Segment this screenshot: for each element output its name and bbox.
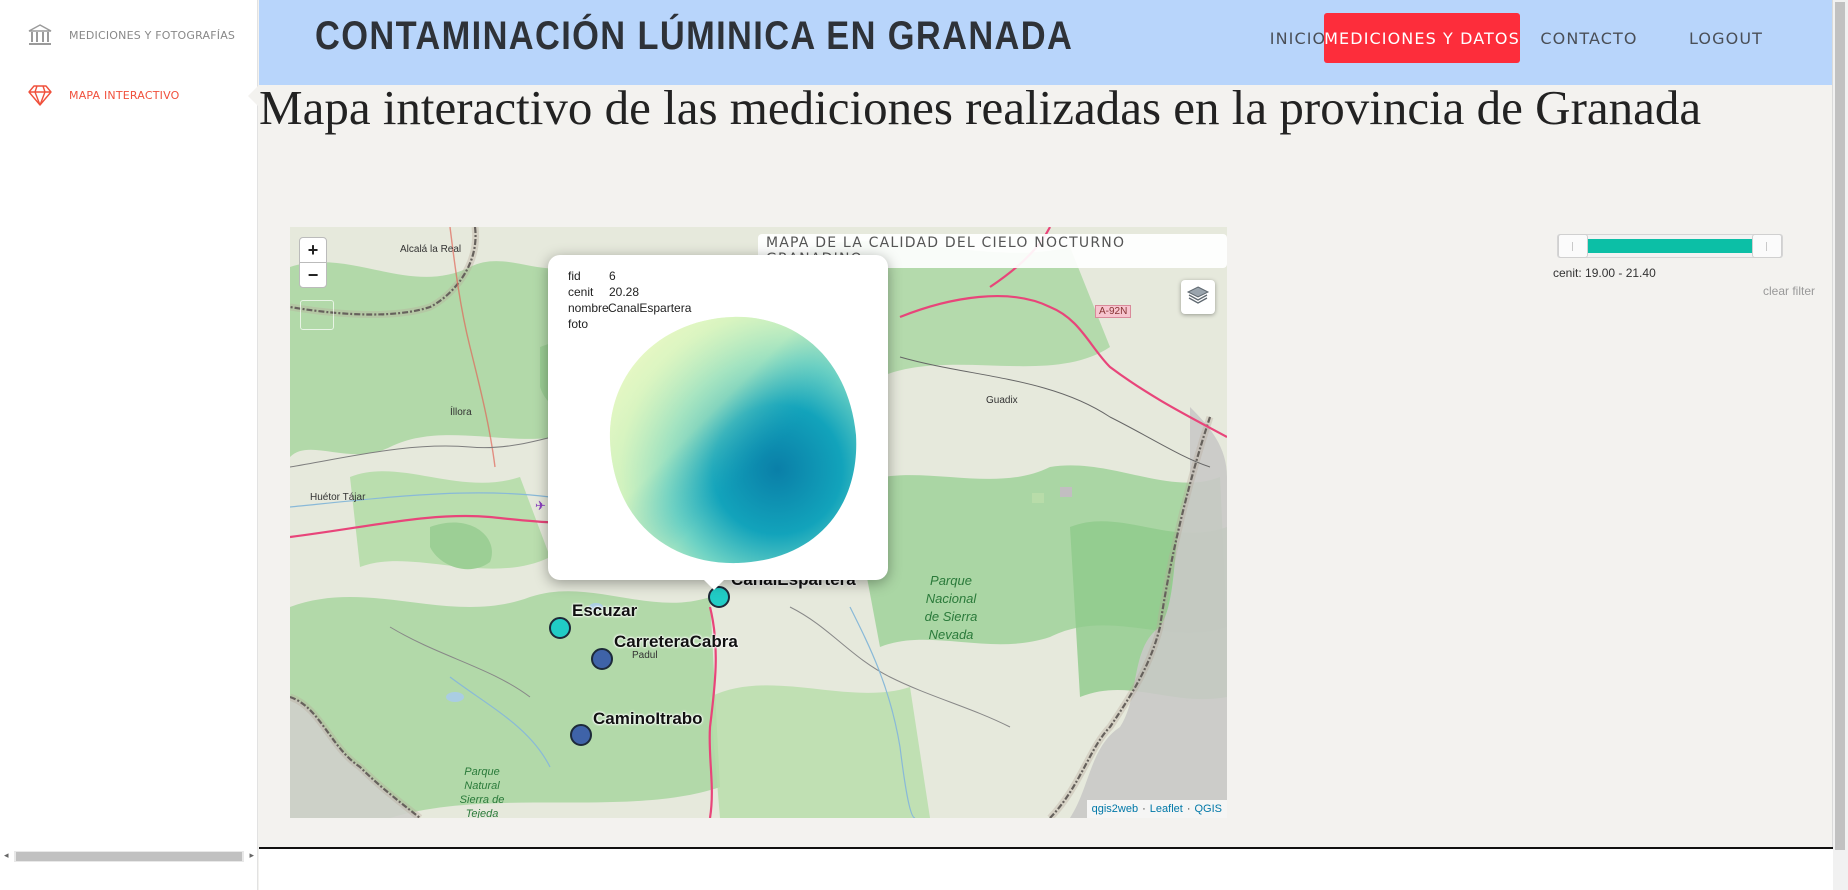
slider-handle-min[interactable] [1558, 234, 1588, 258]
place-label-alcala: Alcalá la Real [400, 244, 462, 255]
site-title: CONTAMINACIÓN LÚMINICA EN GRANADA [315, 14, 1074, 58]
map-title: MAPA DE LA CALIDAD DEL CIELO NOCTURNO GR… [758, 234, 1227, 268]
zoom-in-button[interactable]: + [299, 237, 327, 263]
nav-inicio[interactable]: INICIO [1269, 28, 1327, 48]
park-label-sierra-nevada: Parque Nacional de Sierra Nevada [916, 572, 986, 644]
nav-logout[interactable]: LOGOUT [1688, 28, 1763, 48]
popup-value: 6 [609, 269, 616, 283]
site-header: CONTAMINACIÓN LÚMINICA EN GRANADA INICIO… [259, 0, 1833, 85]
park-label-line: de Sierra [924, 609, 978, 624]
map-tiles: ✈ [290, 227, 1227, 818]
marker-label: CarreteraCabra [614, 632, 738, 651]
zoom-out-button[interactable]: − [299, 262, 327, 288]
place-label-padul: Padul [632, 650, 658, 661]
slider-range [1588, 239, 1752, 253]
page-title: Mapa interactivo de las mediciones reali… [259, 80, 1702, 135]
attribution-link-qgis[interactable]: QGIS [1194, 803, 1222, 815]
popup-row-nombre: nombre CanalEspartera [568, 301, 691, 315]
clear-filter-link[interactable]: clear filter [1762, 284, 1815, 298]
sidebar-item-label: MEDICIONES Y FOTOGRAFÍAS [69, 28, 236, 42]
sky-photo-image [609, 316, 857, 564]
layers-button[interactable] [1181, 280, 1215, 314]
sidebar: MEDICIONES Y FOTOGRAFÍAS MAPA INTERACTIV… [0, 0, 259, 890]
marker-label: Escuzar [572, 601, 638, 620]
popup-key: nombre [568, 301, 609, 315]
park-label-tejeda: Parque Natural Sierra de Tejeda [452, 765, 512, 818]
layers-icon [1186, 284, 1210, 311]
slider-handle-max[interactable] [1752, 234, 1782, 258]
museum-icon [26, 21, 54, 49]
park-label-line: Tejeda [465, 808, 499, 818]
attribution-separator: · [1186, 803, 1191, 815]
popup-value: CanalEspartera [608, 301, 692, 315]
diamond-icon [26, 81, 54, 109]
place-label-guadix: Guadix [986, 395, 1018, 406]
popup-value: 20.28 [609, 285, 640, 299]
sidebar-item-mapa[interactable]: MAPA INTERACTIVO [0, 77, 259, 113]
park-label-line: Sierra de [459, 794, 505, 806]
popup-row-fid: fid 6 [568, 269, 616, 283]
road-sign: A-92N [1095, 305, 1132, 318]
page-scroll-thumb[interactable] [1835, 2, 1845, 850]
place-label-illora: Íllora [450, 407, 472, 418]
map-marker-escuzar[interactable] [549, 617, 571, 639]
scroll-right-icon[interactable]: ▸ [249, 850, 254, 860]
scroll-thumb[interactable] [16, 852, 242, 861]
filter-range-label: cenit: 19.00 - 21.40 [1553, 266, 1656, 280]
sidebar-item-label: MAPA INTERACTIVO [69, 88, 180, 102]
map-attribution: qgis2web · Leaflet · QGIS [1086, 800, 1227, 818]
range-slider[interactable] [1557, 234, 1783, 258]
popup-row-cenit: cenit 20.28 [568, 285, 639, 299]
marker-popup: fid 6 cenit 20.28 nombre CanalEspartera fot… [548, 255, 888, 590]
divider [259, 847, 1833, 849]
place-label-huetor: Huétor Tájar [310, 492, 366, 503]
sky-photo[interactable] [608, 315, 858, 565]
popup-key: cenit [568, 285, 594, 299]
interactive-map[interactable]: ✈ Alcalá la Real Íllora Huétor Tájar Gua… [290, 227, 1227, 818]
page-footer-area [259, 849, 1833, 890]
park-label-line: Nevada [928, 627, 974, 642]
popup-key: fid [568, 269, 581, 283]
nav-contacto[interactable]: CONTACTO [1540, 28, 1638, 48]
popup-row-foto: foto [568, 317, 588, 331]
park-label-line: Parque [930, 573, 972, 588]
marker-label: CaminoItrabo [593, 709, 703, 728]
park-label-line: Nacional [925, 591, 977, 606]
attribution-link-qgis2web[interactable]: qgis2web [1091, 803, 1139, 815]
page-scrollbar[interactable] [1832, 0, 1848, 890]
attribution-link-leaflet[interactable]: Leaflet [1149, 803, 1183, 815]
park-label-line: Natural [464, 780, 500, 792]
map-marker-caminoitrabo[interactable] [570, 724, 592, 746]
park-label-line: Parque [464, 766, 500, 778]
nav-mediciones-datos[interactable]: MEDICIONES Y DATOS [1324, 13, 1520, 63]
map-marker-carreteracabra[interactable] [591, 648, 613, 670]
svg-text:✈: ✈ [535, 499, 546, 514]
scroll-left-icon[interactable]: ◂ [4, 850, 9, 860]
sidebar-item-mediciones[interactable]: MEDICIONES Y FOTOGRAFÍAS [0, 17, 258, 53]
fullscreen-button[interactable] [300, 300, 334, 330]
popup-key: foto [568, 317, 589, 331]
attribution-separator: · [1142, 803, 1146, 815]
sidebar-scrollbar[interactable]: ◂ ▸ [0, 846, 258, 866]
